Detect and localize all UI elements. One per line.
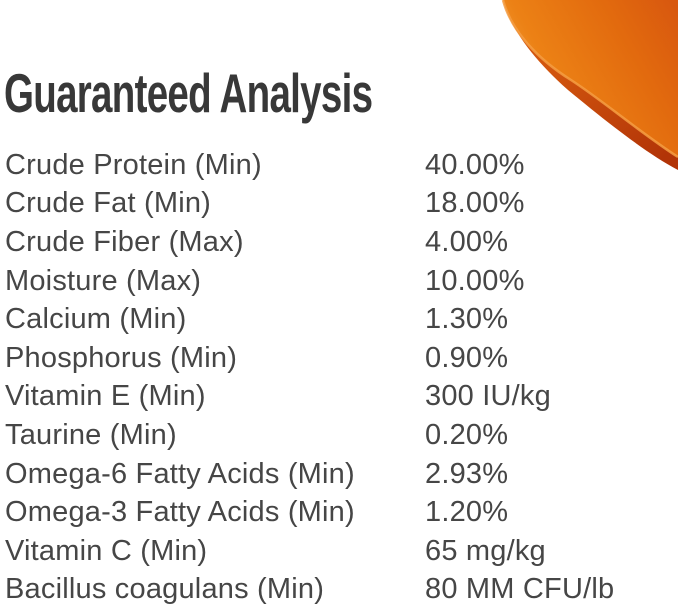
nutrient-label: Moisture (Max) — [5, 264, 202, 297]
nutrient-label: Bacillus coagulans (Min) — [5, 573, 325, 604]
table-row: Vitamin C (Min) 65 mg/kg — [5, 532, 678, 571]
page-title: Guaranteed Analysis — [4, 62, 373, 124]
nutrient-value: 1.20% — [425, 496, 509, 529]
nutrient-value: 80 MM CFU/lb — [425, 573, 615, 604]
table-row: Crude Protein (Min) 40.00% — [5, 146, 678, 185]
nutrient-value: 40.00% — [425, 148, 525, 181]
nutrient-label: Taurine (Min) — [5, 418, 177, 451]
nutrient-label: Calcium (Min) — [5, 303, 187, 336]
nutrient-label: Vitamin E (Min) — [5, 380, 206, 413]
nutrient-value: 10.00% — [425, 264, 525, 297]
nutrient-label: Crude Protein (Min) — [5, 148, 262, 181]
table-row: Phosphorus (Min) 0.90% — [5, 339, 678, 378]
table-row: Crude Fiber (Max) 4.00% — [5, 223, 678, 262]
table-row: Omega-6 Fatty Acids (Min) 2.93% — [5, 455, 678, 494]
table-row: Vitamin E (Min) 300 IU/kg — [5, 378, 678, 417]
table-row: Bacillus coagulans (Min) 80 MM CFU/lb — [5, 571, 678, 604]
swoosh-edge-highlight — [501, 0, 678, 159]
nutrient-value: 1.30% — [425, 303, 509, 336]
nutrient-value: 0.90% — [425, 341, 509, 374]
table-row: Calcium (Min) 1.30% — [5, 300, 678, 339]
analysis-table: Crude Protein (Min) 40.00% Crude Fat (Mi… — [5, 146, 678, 604]
nutrient-value: 65 mg/kg — [425, 534, 546, 567]
orange-swoosh-decoration — [501, 0, 678, 170]
swoosh-body-shape — [503, 0, 678, 157]
nutrient-label: Crude Fiber (Max) — [5, 225, 244, 258]
nutrient-value: 2.93% — [425, 457, 509, 490]
nutrient-value: 300 IU/kg — [425, 380, 551, 413]
nutrient-label: Phosphorus (Min) — [5, 341, 238, 374]
nutrient-label: Crude Fat (Min) — [5, 187, 212, 220]
nutrient-label: Omega-3 Fatty Acids (Min) — [5, 496, 355, 529]
table-row: Taurine (Min) 0.20% — [5, 416, 678, 455]
nutrient-label: Omega-6 Fatty Acids (Min) — [5, 457, 355, 490]
nutrient-value: 18.00% — [425, 187, 525, 220]
table-row: Moisture (Max) 10.00% — [5, 262, 678, 301]
table-row: Crude Fat (Min) 18.00% — [5, 185, 678, 224]
nutrient-value: 4.00% — [425, 225, 509, 258]
nutrient-label: Vitamin C (Min) — [5, 534, 208, 567]
table-row: Omega-3 Fatty Acids (Min) 1.20% — [5, 493, 678, 532]
nutrient-value: 0.20% — [425, 418, 509, 451]
